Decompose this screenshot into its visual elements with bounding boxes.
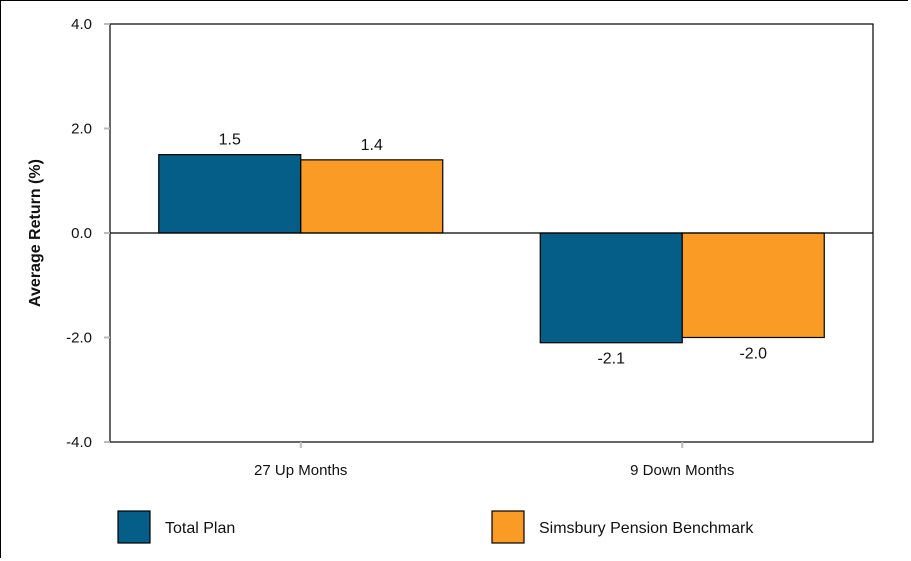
- legend-swatch: [491, 510, 525, 544]
- data-label: -2.1: [597, 351, 625, 368]
- bars: [158, 154, 825, 344]
- legend-label: Total Plan: [165, 520, 235, 537]
- data-label: -2.0: [739, 346, 767, 363]
- y-tick-label: -4.0: [66, 434, 92, 451]
- bar: [681, 232, 825, 339]
- data-label: 1.4: [361, 137, 383, 154]
- y-axis: 4.0 2.0 0.0 -2.0 -4.0: [66, 16, 110, 451]
- legend: Total Plan Simsbury Pension Benchmark: [117, 510, 754, 544]
- y-tick-label: 0.0: [71, 225, 92, 242]
- y-tick-label: 2.0: [71, 121, 92, 138]
- legend-swatch: [117, 510, 151, 544]
- bar: [539, 232, 683, 344]
- x-tick-label: 9 Down Months: [630, 462, 734, 479]
- y-tick-label: -2.0: [66, 330, 92, 347]
- data-label: 1.5: [219, 132, 241, 149]
- x-tick-label: 27 Up Months: [254, 462, 347, 479]
- y-tick-label: 4.0: [71, 16, 92, 33]
- x-axis: 27 Up Months 9 Down Months: [254, 442, 734, 479]
- y-axis-label: Average Return (%): [27, 159, 44, 307]
- legend-label: Simsbury Pension Benchmark: [539, 520, 754, 537]
- bar: [300, 159, 444, 234]
- bar: [158, 154, 302, 234]
- data-labels: 1.5 1.4 -2.1 -2.0: [219, 132, 768, 368]
